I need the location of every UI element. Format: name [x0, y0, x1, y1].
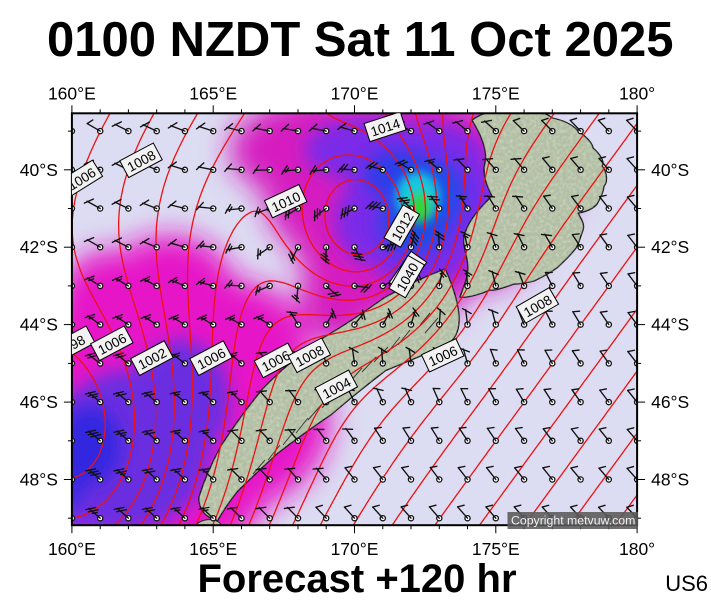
svg-text:40°S: 40°S	[20, 160, 58, 180]
svg-text:175°E: 175°E	[472, 83, 520, 103]
svg-text:Copyright metvuw.com: Copyright metvuw.com	[511, 514, 635, 528]
svg-text:48°S: 48°S	[20, 470, 58, 490]
svg-text:180°: 180°	[619, 83, 655, 103]
svg-text:US6: US6	[665, 571, 708, 596]
svg-text:170°E: 170°E	[331, 83, 379, 103]
svg-text:44°S: 44°S	[20, 315, 58, 335]
svg-text:42°S: 42°S	[651, 237, 689, 257]
svg-text:160°E: 160°E	[48, 83, 96, 103]
svg-text:40°S: 40°S	[651, 160, 689, 180]
svg-text:165°E: 165°E	[189, 539, 237, 559]
svg-text:46°S: 46°S	[651, 392, 689, 412]
svg-text:Forecast +120 hr: Forecast +120 hr	[197, 557, 516, 600]
svg-text:42°S: 42°S	[20, 237, 58, 257]
svg-text:165°E: 165°E	[189, 83, 237, 103]
svg-text:46°S: 46°S	[20, 392, 58, 412]
svg-text:160°E: 160°E	[48, 539, 96, 559]
svg-text:175°E: 175°E	[472, 539, 520, 559]
svg-text:180°: 180°	[619, 539, 655, 559]
svg-text:0100 NZDT Sat 11 Oct 2025: 0100 NZDT Sat 11 Oct 2025	[47, 13, 673, 67]
svg-text:48°S: 48°S	[651, 470, 689, 490]
svg-text:44°S: 44°S	[651, 315, 689, 335]
svg-text:170°E: 170°E	[331, 539, 379, 559]
